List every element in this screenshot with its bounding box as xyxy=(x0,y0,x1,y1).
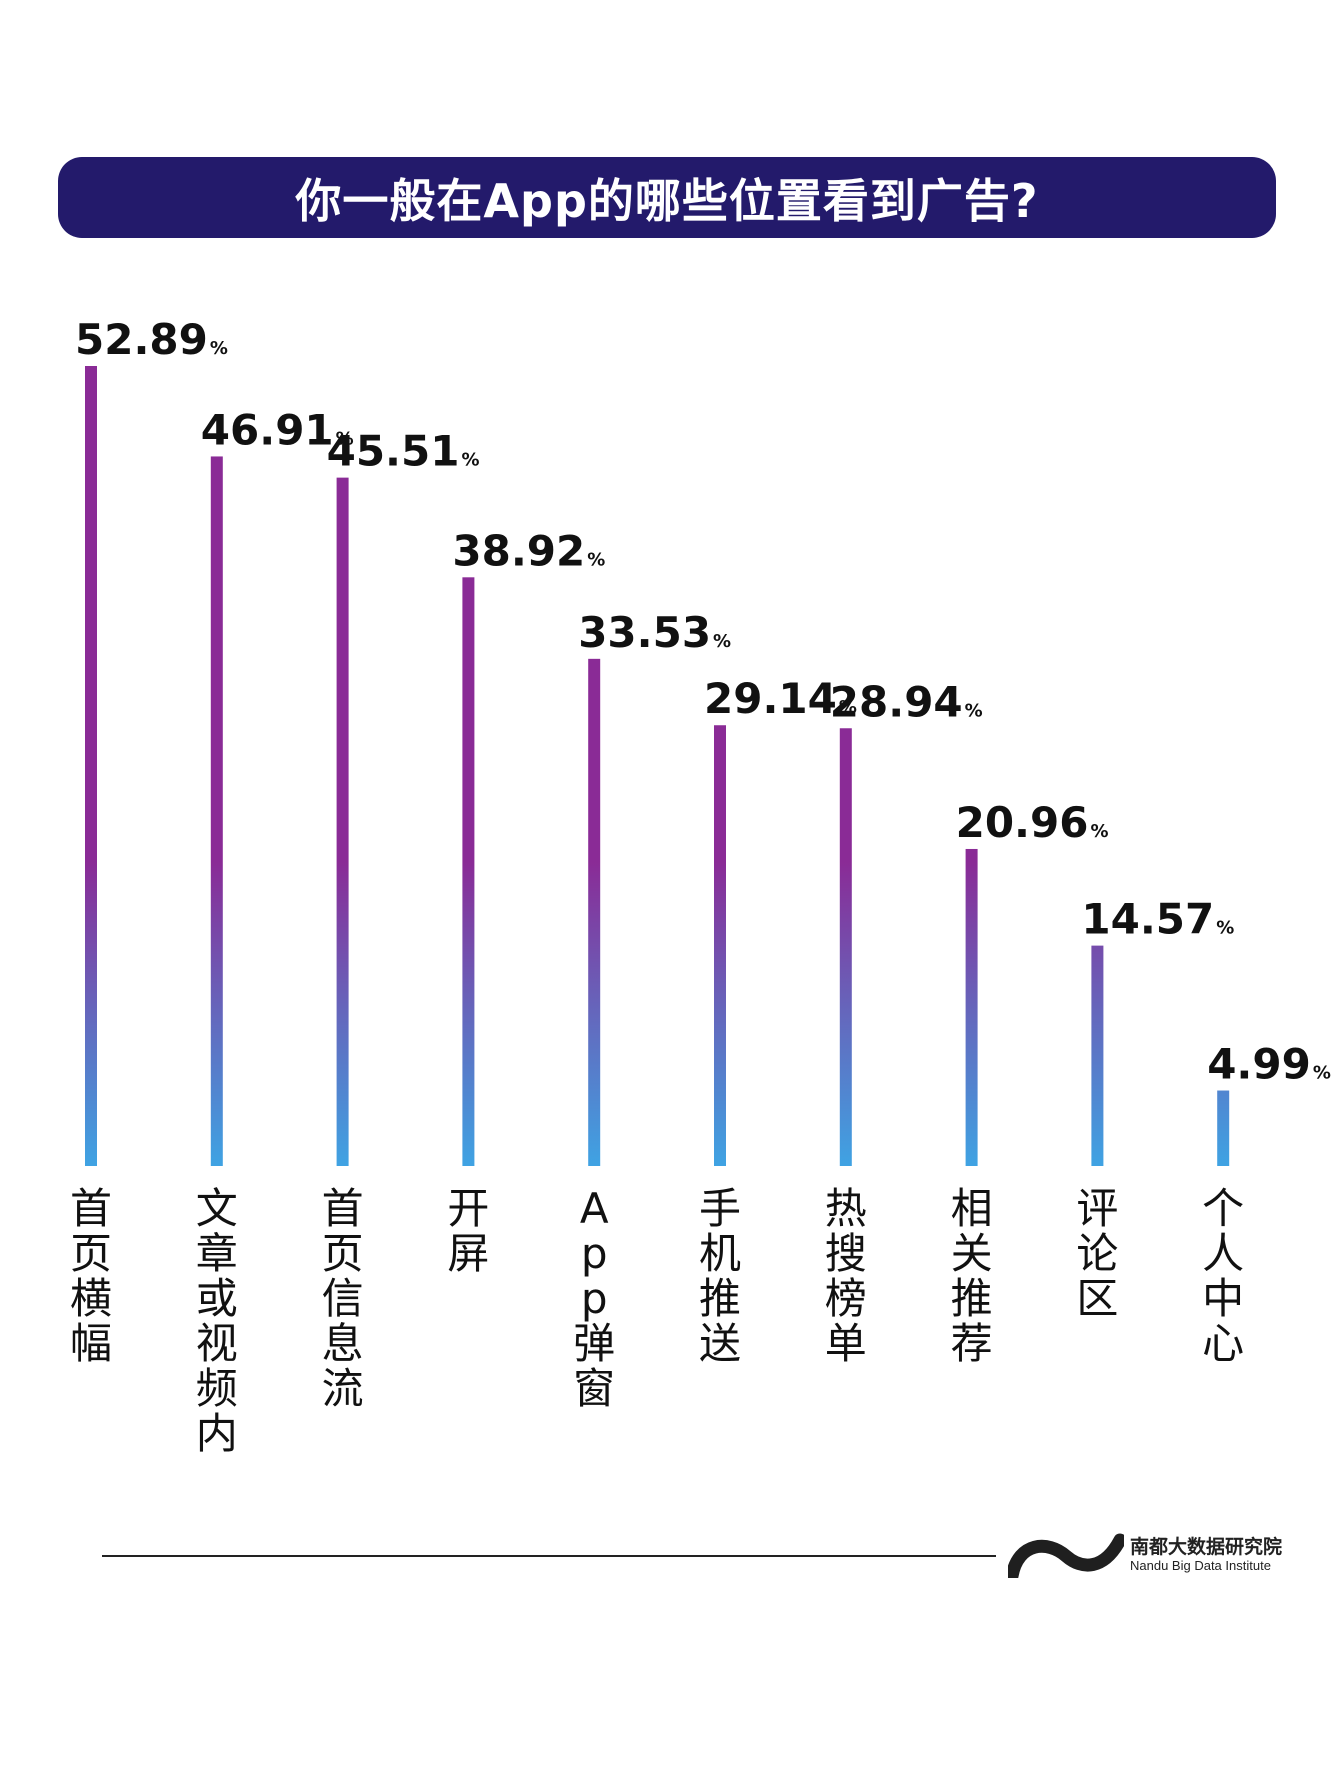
value-label-7: 28.94% xyxy=(830,677,983,726)
bar-4 xyxy=(462,577,475,1166)
footer-divider xyxy=(102,1555,996,1557)
logo-english-name: Nandu Big Data Institute xyxy=(1130,1558,1271,1573)
bar-9 xyxy=(1091,945,1104,1166)
category-label-10: 个人中心 xyxy=(1202,1184,1245,1368)
bar-1 xyxy=(85,366,97,1166)
category-label-9: 评论区 xyxy=(1076,1184,1119,1323)
value-label-5: 33.53% xyxy=(578,608,731,657)
value-label-9: 14.57% xyxy=(1081,895,1234,944)
category-label-6: 手机推送 xyxy=(698,1184,741,1368)
category-label-5: App弹窗 xyxy=(573,1184,616,1413)
bar-5 xyxy=(588,658,601,1166)
title-banner: 你一般在App的哪些位置看到广告? xyxy=(58,157,1276,238)
bar-8 xyxy=(965,848,978,1166)
value-label-1: 52.89% xyxy=(75,315,228,364)
category-label-2: 文章或视频内 xyxy=(195,1184,238,1458)
bar-10 xyxy=(1217,1090,1230,1166)
chart-title: 你一般在App的哪些位置看到广告? xyxy=(295,173,1039,228)
value-label-2: 46.91% xyxy=(201,405,354,454)
value-label-3: 45.51% xyxy=(327,427,480,476)
bar-3 xyxy=(336,477,349,1166)
value-label-6: 29.14% xyxy=(704,674,857,723)
category-label-8: 相关推荐 xyxy=(950,1184,993,1368)
bar-6 xyxy=(714,725,726,1166)
category-label-1: 首页横幅 xyxy=(69,1184,112,1368)
category-label-3: 首页信息流 xyxy=(321,1184,364,1413)
value-label-8: 20.96% xyxy=(956,798,1109,847)
logo-mark-icon xyxy=(1008,1533,1124,1578)
logo-chinese-name: 南都大数据研究院 xyxy=(1130,1536,1283,1558)
bar-7 xyxy=(839,728,852,1166)
category-label-7: 热搜榜单 xyxy=(824,1184,867,1368)
bar-2 xyxy=(210,456,223,1166)
value-label-4: 38.92% xyxy=(452,526,605,575)
value-label-10: 4.99% xyxy=(1207,1040,1331,1089)
category-label-4: 开屏 xyxy=(447,1184,490,1278)
institute-logo: 南都大数据研究院 Nandu Big Data Institute xyxy=(1008,1530,1282,1580)
